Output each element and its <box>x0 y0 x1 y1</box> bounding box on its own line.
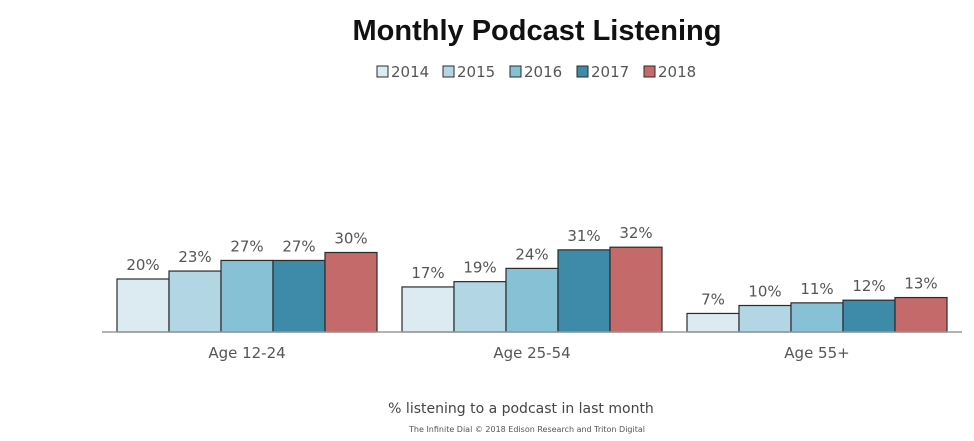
value-label-2018-3: 13% <box>904 275 937 293</box>
bar-2014-1 <box>116 278 170 333</box>
legend-swatch-2017 <box>576 65 589 78</box>
bar-2016-1 <box>220 259 274 333</box>
chart-title: Monthly Podcast Listening <box>353 15 722 47</box>
bar-2017-1 <box>272 259 326 333</box>
value-label-2017-1: 27% <box>282 237 315 255</box>
value-label-2017-2: 31% <box>567 227 600 245</box>
value-label-2015-1: 23% <box>178 248 211 266</box>
value-label-2016-2: 24% <box>515 245 548 263</box>
value-label-2014-1: 20% <box>126 256 159 274</box>
legend-label-2015: 2015 <box>457 63 495 81</box>
bar-2014-2 <box>401 286 455 333</box>
category-label-2: Age 25-54 <box>493 344 570 362</box>
value-label-2018-1: 30% <box>334 230 367 248</box>
bar-2015-3 <box>738 304 792 333</box>
bar-2014-3 <box>686 312 740 333</box>
value-label-2014-2: 17% <box>411 264 444 282</box>
value-label-2017-3: 12% <box>852 277 885 295</box>
bars: 20% 17% 7% 23% 19% 10% 27% 24% 11% 27% 31% 12% 30% 32… <box>116 224 948 333</box>
category-label-3: Age 55+ <box>784 344 849 362</box>
bar-2015-1 <box>168 270 222 333</box>
bar-2017-2 <box>557 249 611 333</box>
x-axis-label: % listening to a podcast in last month <box>388 401 654 417</box>
legend-swatch-2014 <box>376 65 389 78</box>
source-credit: The Infinite Dial © 2018 Edison Research… <box>408 425 645 434</box>
bar-2016-2 <box>505 267 559 333</box>
bar-2015-2 <box>453 281 507 333</box>
bar-2018-3 <box>894 296 948 333</box>
legend-swatch-2015 <box>442 65 455 78</box>
legend-label-2016: 2016 <box>524 63 562 81</box>
category-labels: Age 12-24 Age 25-54 Age 55+ <box>208 344 849 362</box>
legend-swatch-2018 <box>643 65 656 78</box>
value-label-2014-3: 7% <box>701 290 725 308</box>
legend-label-2017: 2017 <box>591 63 629 81</box>
category-label-1: Age 12-24 <box>208 344 285 362</box>
bar-2018-2 <box>609 246 663 333</box>
bar-2018-1 <box>324 251 378 333</box>
bar-2017-3 <box>842 299 896 333</box>
value-label-2016-1: 27% <box>230 237 263 255</box>
legend-label-2014: 2014 <box>391 63 429 81</box>
bar-2016-3 <box>790 302 844 333</box>
value-label-2015-2: 19% <box>463 259 496 277</box>
legend: 2014 2015 2016 2017 2018 <box>376 63 696 81</box>
value-label-2018-2: 32% <box>619 224 652 242</box>
legend-swatch-2016 <box>509 65 522 78</box>
value-label-2015-3: 10% <box>748 283 781 301</box>
legend-label-2018: 2018 <box>658 63 696 81</box>
value-label-2016-3: 11% <box>800 280 833 298</box>
